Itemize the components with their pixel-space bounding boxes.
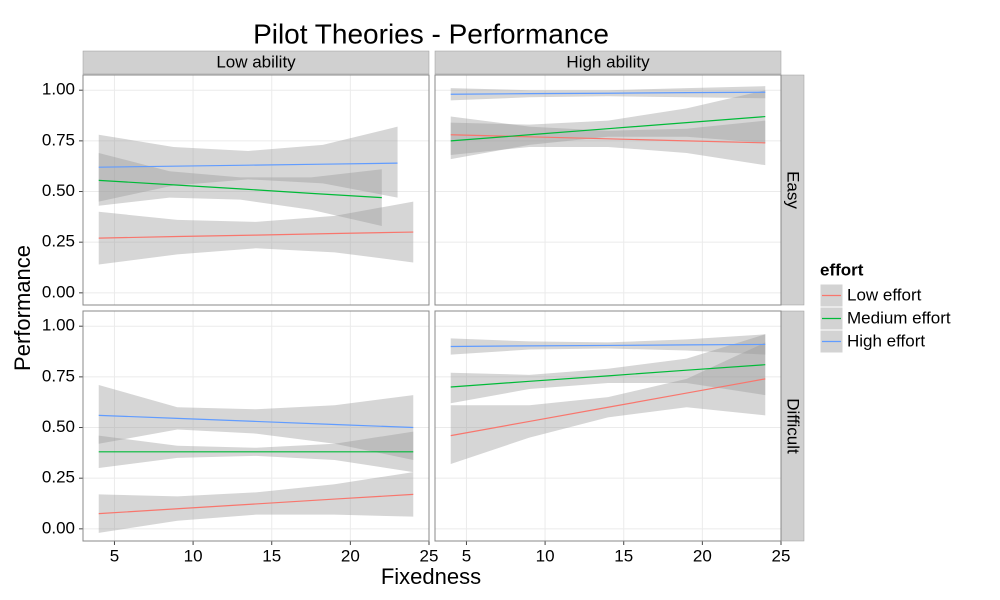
x-tick-label: 5	[110, 546, 119, 565]
x-tick-label: 5	[462, 546, 471, 565]
x-tick-label: 10	[536, 546, 555, 565]
confidence-band	[450, 116, 766, 166]
confidence-band	[450, 342, 766, 464]
strip	[82, 50, 430, 75]
x-tick-label: 20	[341, 546, 360, 565]
x-tick-label: 15	[614, 546, 633, 565]
legend-label: Low effort	[847, 285, 922, 304]
y-tick-label: 0.00	[42, 282, 75, 301]
panel	[435, 311, 781, 541]
y-tick-label: 0.50	[42, 181, 75, 200]
series-line	[98, 162, 398, 168]
x-axis-label: Fixedness	[381, 564, 481, 589]
series-line	[450, 378, 766, 437]
series-line	[450, 364, 766, 388]
panel-border	[82, 74, 430, 306]
strip	[434, 50, 782, 75]
panel	[435, 75, 781, 305]
y-tick-label: 0.75	[42, 130, 75, 149]
series-line	[98, 493, 414, 515]
row-label: Easy	[784, 171, 803, 209]
series-line	[450, 343, 766, 348]
series-line	[450, 91, 766, 95]
y-tick-label: 0.00	[42, 518, 75, 537]
panel-border	[82, 310, 430, 542]
series-line	[98, 179, 382, 199]
row-label: Difficult	[784, 398, 803, 454]
confidence-band	[98, 384, 414, 460]
y-tick-label: 1.00	[42, 316, 75, 335]
confidence-band	[98, 472, 414, 533]
y-tick-label: 0.75	[42, 366, 75, 385]
y-tick-label: 0.50	[42, 417, 75, 436]
y-tick-label: 0.25	[42, 232, 75, 251]
x-tick-label: 15	[262, 546, 281, 565]
y-tick-label: 0.25	[42, 468, 75, 487]
column-label: Low ability	[216, 52, 296, 71]
series-line	[98, 414, 414, 429]
y-tick-label: 1.00	[42, 80, 75, 99]
legend-label: High effort	[847, 331, 925, 350]
series-line	[98, 231, 414, 239]
legend-title: effort	[820, 260, 864, 279]
chart-title: Pilot Theories - Performance	[253, 18, 609, 49]
series-line	[450, 134, 766, 144]
confidence-band	[98, 153, 382, 226]
x-tick-label: 20	[693, 546, 712, 565]
y-axis-label: Performance	[10, 245, 35, 371]
confidence-band	[450, 334, 766, 404]
column-label: High ability	[566, 52, 650, 71]
series-line	[450, 115, 766, 142]
panel-border	[434, 310, 782, 542]
panel-border	[434, 74, 782, 306]
legend-label: Medium effort	[847, 308, 951, 327]
confidence-band	[450, 334, 766, 355]
x-tick-label: 10	[184, 546, 203, 565]
confidence-band	[98, 126, 398, 202]
x-tick-label: 25	[772, 546, 791, 565]
confidence-band	[450, 90, 766, 160]
x-tick-label: 25	[420, 546, 439, 565]
confidence-band	[98, 201, 414, 265]
